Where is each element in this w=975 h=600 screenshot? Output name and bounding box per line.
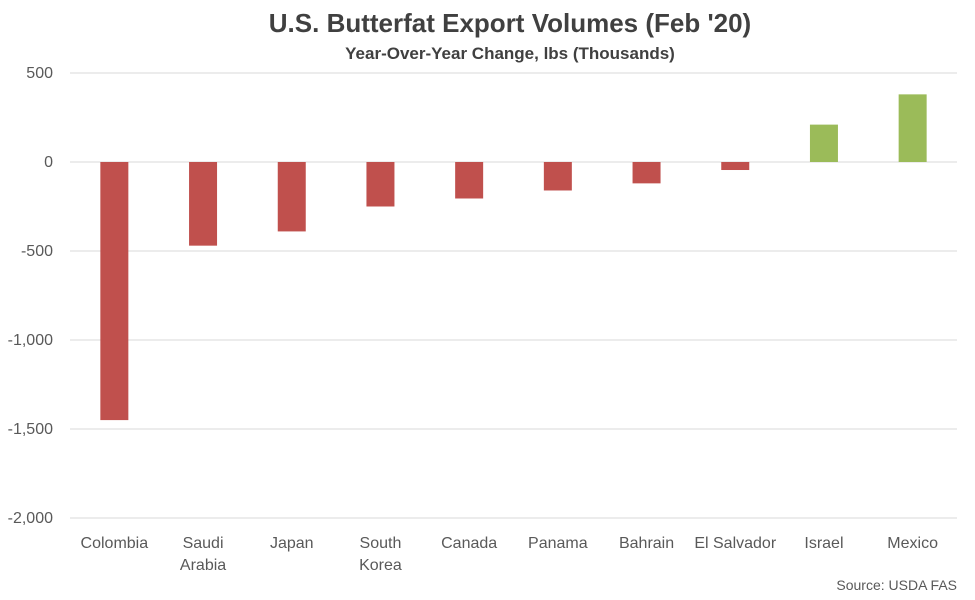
x-tick-label: Japan	[270, 535, 314, 552]
bar	[100, 162, 129, 421]
x-tick-label: Canada	[441, 535, 497, 552]
bar	[898, 94, 927, 162]
y-tick-label: -1,500	[8, 421, 53, 438]
bar	[366, 162, 395, 207]
x-tick-label: Bahrain	[619, 535, 674, 552]
y-axis-ticks: 500 0 -500 -1,000 -1,500 -2,000	[8, 65, 53, 527]
bar	[277, 162, 306, 232]
bar	[543, 162, 572, 191]
bar	[455, 162, 484, 199]
y-tick-label: 500	[26, 65, 53, 82]
bar	[632, 162, 661, 184]
x-tick-label: Panama	[528, 535, 588, 552]
chart-subtitle: Year-Over-Year Change, lbs (Thousands)	[345, 44, 675, 63]
x-tick-label: South Korea	[359, 535, 402, 574]
x-axis-ticks: Colombia Saudi Arabia Japan South Korea Canada…	[81, 535, 939, 574]
bar	[189, 162, 218, 246]
bar	[721, 162, 750, 171]
y-tick-label: -500	[21, 243, 53, 260]
x-tick-label: El Salvador	[694, 535, 776, 552]
x-tick-label: Colombia	[81, 535, 149, 552]
bar	[809, 124, 838, 162]
gridlines	[70, 72, 957, 519]
x-tick-label: Israel	[804, 535, 843, 552]
x-tick-label: Saudi Arabia	[180, 535, 226, 574]
source-note: Source: USDA FAS	[836, 577, 957, 593]
chart-title: U.S. Butterfat Export Volumes (Feb '20)	[269, 8, 751, 38]
y-tick-label: -1,000	[8, 332, 53, 349]
y-tick-label: 0	[44, 154, 53, 171]
x-tick-label: Mexico	[887, 535, 938, 552]
bars	[100, 94, 927, 421]
y-tick-label: -2,000	[8, 510, 53, 527]
